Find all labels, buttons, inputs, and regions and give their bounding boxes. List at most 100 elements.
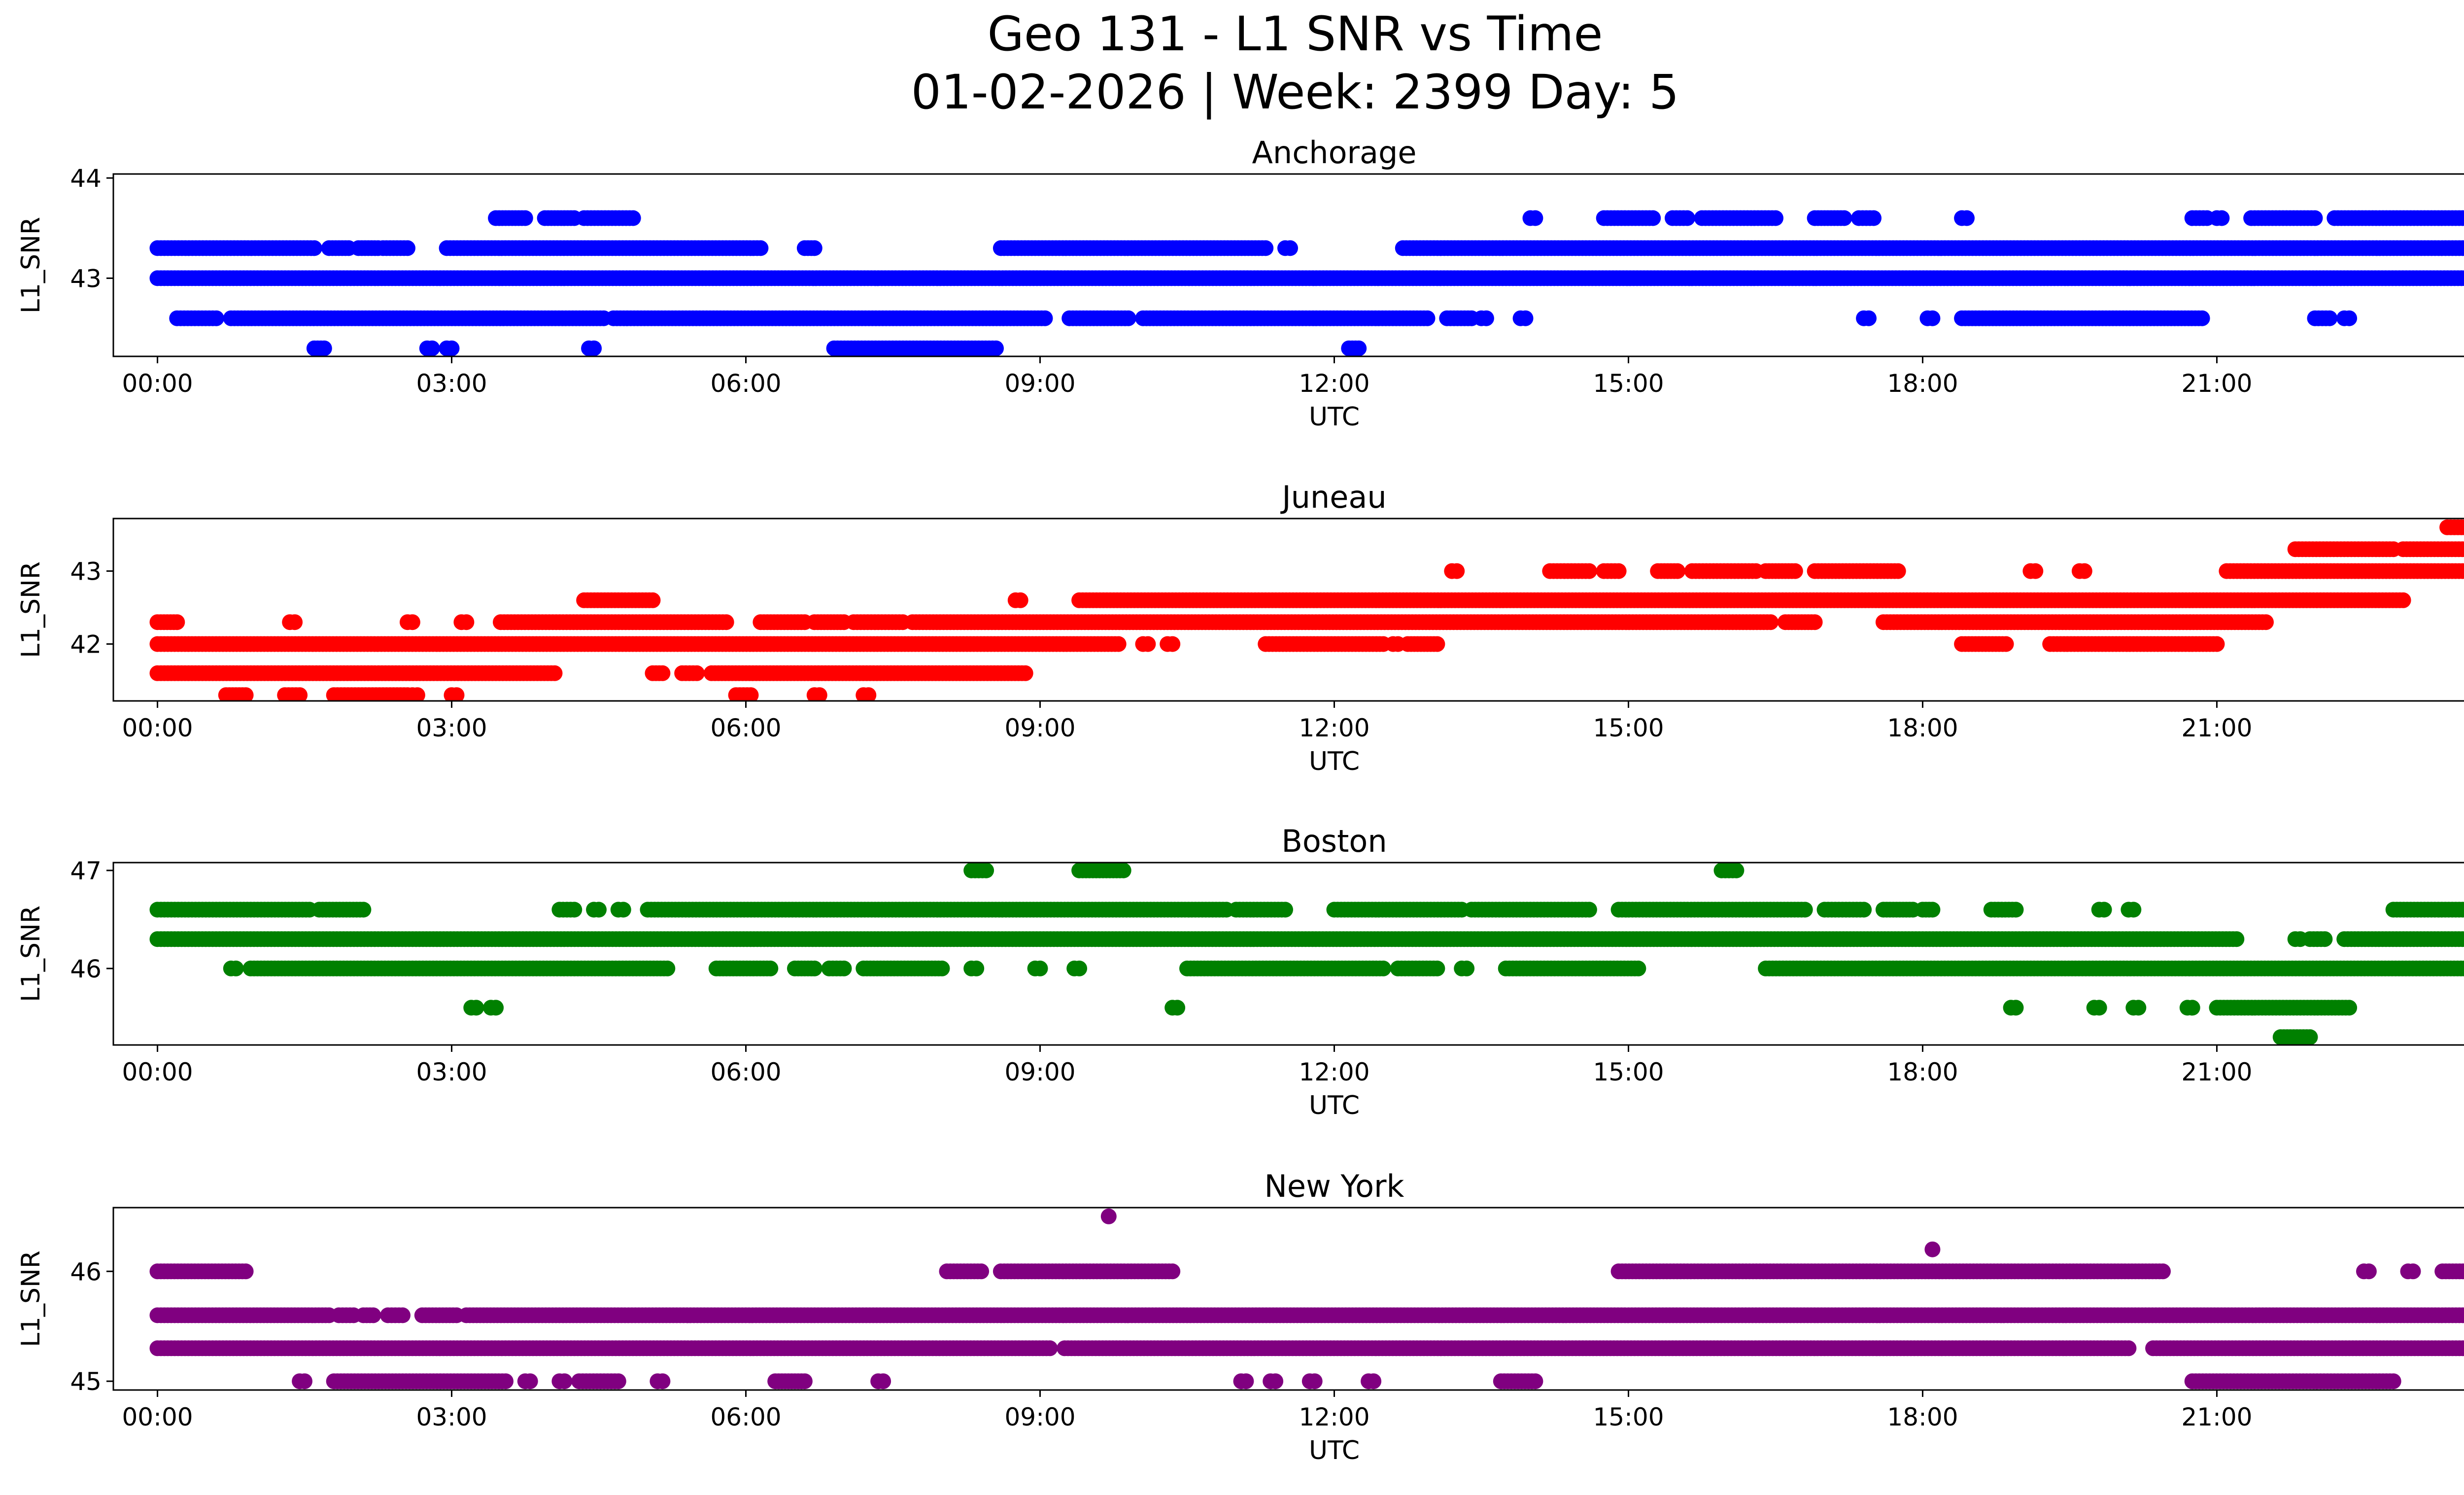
anchorage-point — [1866, 210, 1882, 226]
juneau-point — [409, 687, 425, 701]
juneau-point — [2395, 592, 2411, 608]
anchorage-point — [1282, 240, 1298, 256]
juneau-point — [654, 665, 671, 681]
anchorage-x-tick-label: 21:00 — [2181, 369, 2252, 398]
anchorage-point — [2462, 212, 2464, 224]
anchorage-point — [1120, 310, 1136, 326]
anchorage-point — [2194, 310, 2210, 326]
boston-point — [2461, 933, 2464, 945]
anchorage-point — [1258, 240, 1274, 256]
juneau-x-tick-label: 00:00 — [122, 714, 193, 742]
anchorage-title: Anchorage — [1252, 135, 1416, 171]
juneau-point — [2209, 636, 2225, 652]
boston-point — [566, 902, 582, 918]
juneau-y-axis-label: L1_SNR — [16, 561, 46, 658]
anchorage-point — [1861, 310, 1877, 326]
anchorage-point — [1037, 310, 1053, 326]
anchorage-y-tick-label: 44 — [70, 164, 102, 193]
anchorage-point — [400, 240, 415, 256]
anchorage-x-tick-label: 06:00 — [710, 369, 781, 398]
subplot-stack: Anchorage 00:00 03:00 06:00 09:00 12:00 15:00 1… — [16, 135, 2464, 1465]
anchorage-x-tick-label: 09:00 — [1004, 369, 1075, 398]
anchorage-point — [1645, 210, 1661, 226]
anchorage-point — [424, 340, 440, 356]
juneau-point — [1998, 636, 2014, 652]
juneau-scatter-points — [149, 519, 2464, 701]
anchorage-point — [1517, 310, 1534, 326]
juneau-point — [1017, 665, 1033, 681]
juneau-x-tick-label: 12:00 — [1299, 714, 1369, 742]
anchorage-point — [1679, 210, 1695, 226]
juneau-point — [718, 614, 734, 630]
juneau-point — [1670, 563, 1685, 579]
juneau-point — [2076, 563, 2092, 579]
juneau-point — [743, 687, 759, 701]
boston-point — [1856, 902, 1872, 918]
anchorage-point — [444, 340, 460, 356]
juneau-point — [1610, 563, 1627, 579]
juneau-point — [404, 614, 420, 630]
figure-title-line1: Geo 131 - L1 SNR vs Time — [988, 6, 1603, 62]
juneau-point — [1581, 563, 1597, 579]
anchorage-point — [1527, 210, 1543, 226]
juneau-x-tick-label: 03:00 — [416, 714, 487, 742]
anchorage-y-axis-label: L1_SNR — [16, 217, 46, 313]
juneau-x-tick-label: 15:00 — [1593, 714, 1664, 742]
boston-point — [1581, 902, 1597, 918]
figure-title-line2: 01-02-2026 | Week: 2399 Day: 5 — [911, 65, 1679, 120]
juneau-point — [1164, 636, 1181, 652]
juneau-point — [1807, 614, 1823, 630]
juneau-point — [458, 614, 475, 630]
boston-point — [2458, 902, 2464, 917]
anchorage-x-tick-label: 03:00 — [416, 369, 487, 398]
boston-point — [355, 902, 372, 918]
juneau-point — [287, 614, 303, 630]
juneau-point — [860, 687, 877, 701]
anchorage-x-tick-label: 18:00 — [1887, 369, 1958, 398]
boston-point — [1277, 902, 1293, 918]
anchorage-point — [625, 210, 641, 226]
anchorage-scatter-points — [149, 210, 2464, 356]
juneau-point — [689, 665, 705, 681]
boston-point — [615, 902, 631, 918]
juneau-point — [169, 614, 185, 630]
boston-point — [2317, 931, 2333, 947]
juneau-point — [2462, 565, 2464, 577]
anchorage-point — [1836, 210, 1852, 226]
anchorage-point — [806, 240, 822, 256]
anchorage-point — [988, 340, 1004, 356]
juneau-point — [2461, 543, 2464, 556]
anchorage-point — [1768, 210, 1783, 226]
juneau-x-tick-label: 21:00 — [2181, 714, 2252, 742]
anchorage-point — [306, 240, 322, 256]
juneau-x-tick-label: 06:00 — [710, 714, 781, 742]
anchorage-point — [1959, 210, 1975, 226]
juneau-point — [1140, 636, 1156, 652]
juneau-point — [1890, 563, 1906, 579]
boston-title: Boston — [1281, 823, 1387, 859]
juneau-point — [238, 687, 254, 701]
boston-point — [2008, 902, 2024, 918]
juneau-x-axis-label: UTC — [1309, 747, 1360, 776]
anchorage-point — [1478, 310, 1494, 326]
boston-point — [1797, 902, 1813, 918]
juneau-point — [1449, 563, 1465, 579]
juneau-x-tick-label: 09:00 — [1004, 714, 1075, 742]
anchorage-point — [753, 240, 769, 256]
boston-point — [2462, 904, 2464, 915]
juneau-y-tick-label: 42 — [70, 630, 102, 659]
juneau-point — [1787, 563, 1803, 579]
boston-point — [2228, 931, 2245, 947]
juneau-title: Juneau — [1280, 479, 1386, 515]
juneau-point — [1012, 592, 1028, 608]
anchorage-point — [586, 340, 602, 356]
anchorage-point — [2458, 241, 2464, 256]
anchorage-point — [2322, 310, 2338, 326]
boston-point — [228, 960, 244, 976]
boston-point — [1924, 902, 1941, 918]
boston-point — [2096, 902, 2112, 918]
juneau-point — [2461, 521, 2464, 534]
anchorage-point — [2341, 310, 2358, 326]
